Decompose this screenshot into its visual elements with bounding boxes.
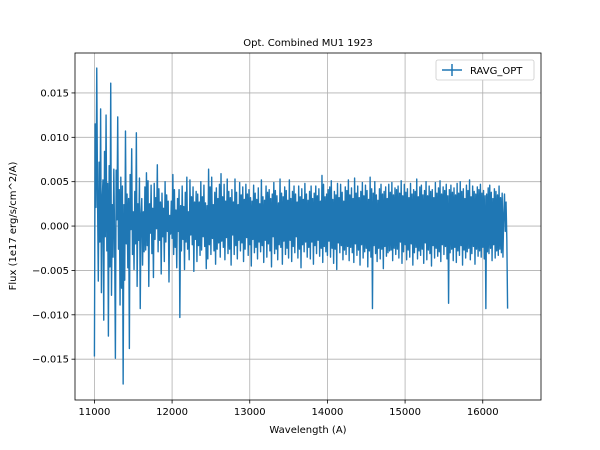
series-line-ravg-opt <box>93 67 509 385</box>
y-tick-label: 0.015 <box>40 88 69 99</box>
y-tick-label: −0.015 <box>32 355 69 366</box>
chart-title: Opt. Combined MU1 1923 <box>243 38 372 49</box>
legend: RAVG_OPT <box>435 59 535 81</box>
y-tick-label: −0.010 <box>32 310 69 321</box>
x-axis-label: Wavelength (A) <box>269 425 346 436</box>
y-axis: −0.015 −0.010 −0.005 0.000 0.005 0.010 0.015 <box>32 88 75 366</box>
y-axis-label: Flux (1e17 erg/s/cm^2/A) <box>8 162 19 291</box>
legend-label: RAVG_OPT <box>470 66 523 77</box>
y-tick-label: −0.005 <box>32 266 69 277</box>
series-group <box>93 67 509 385</box>
x-tick-label: 13000 <box>234 407 266 418</box>
x-tick-label: 11000 <box>79 407 111 418</box>
x-tick-label: 16000 <box>467 407 499 418</box>
plot-frame <box>74 52 542 401</box>
legend-box <box>435 59 535 81</box>
x-tick-label: 14000 <box>312 407 344 418</box>
x-axis: 11000 12000 13000 14000 15000 16000 <box>79 400 499 418</box>
x-tick-label: 12000 <box>156 407 188 418</box>
x-tick-label: 15000 <box>389 407 421 418</box>
y-tick-label: 0.000 <box>40 222 69 233</box>
y-tick-label: 0.010 <box>40 133 69 144</box>
y-tick-label: 0.005 <box>40 177 69 188</box>
